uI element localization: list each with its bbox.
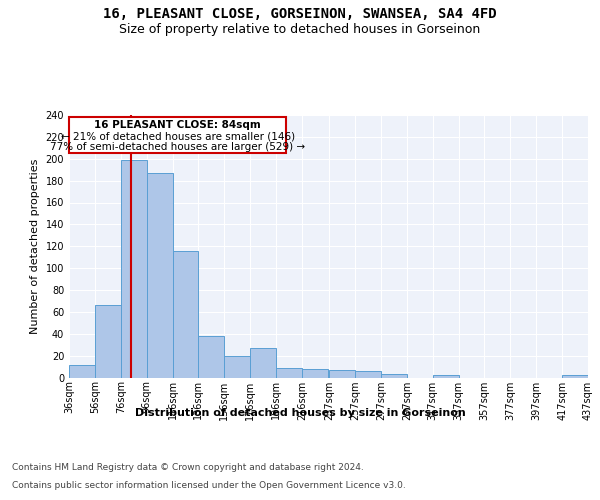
Bar: [121, 160, 146, 378]
Bar: [302, 369, 328, 378]
Text: 16, PLEASANT CLOSE, GORSEINON, SWANSEA, SA4 4FD: 16, PLEASANT CLOSE, GORSEINON, SWANSEA, …: [103, 8, 497, 22]
Bar: [381, 374, 407, 378]
Text: Contains HM Land Registry data © Crown copyright and database right 2024.: Contains HM Land Registry data © Crown c…: [12, 464, 364, 472]
Bar: [95, 306, 121, 378]
Bar: [69, 366, 95, 378]
Bar: [146, 173, 173, 378]
Text: Size of property relative to detached houses in Gorseinon: Size of property relative to detached ho…: [119, 22, 481, 36]
Bar: [199, 336, 224, 378]
Bar: [250, 348, 276, 378]
Text: 77% of semi-detached houses are larger (529) →: 77% of semi-detached houses are larger (…: [50, 142, 305, 152]
Text: 16 PLEASANT CLOSE: 84sqm: 16 PLEASANT CLOSE: 84sqm: [94, 120, 261, 130]
Text: Distribution of detached houses by size in Gorseinon: Distribution of detached houses by size …: [134, 408, 466, 418]
Text: ← 21% of detached houses are smaller (146): ← 21% of detached houses are smaller (14…: [61, 132, 295, 141]
Bar: [224, 356, 250, 378]
Bar: [562, 376, 588, 378]
Text: Contains public sector information licensed under the Open Government Licence v3: Contains public sector information licen…: [12, 481, 406, 490]
Bar: [173, 250, 199, 378]
Bar: [276, 368, 302, 378]
Bar: [433, 376, 458, 378]
Bar: [329, 370, 355, 378]
Bar: [355, 371, 381, 378]
FancyBboxPatch shape: [69, 117, 286, 154]
Y-axis label: Number of detached properties: Number of detached properties: [30, 158, 40, 334]
